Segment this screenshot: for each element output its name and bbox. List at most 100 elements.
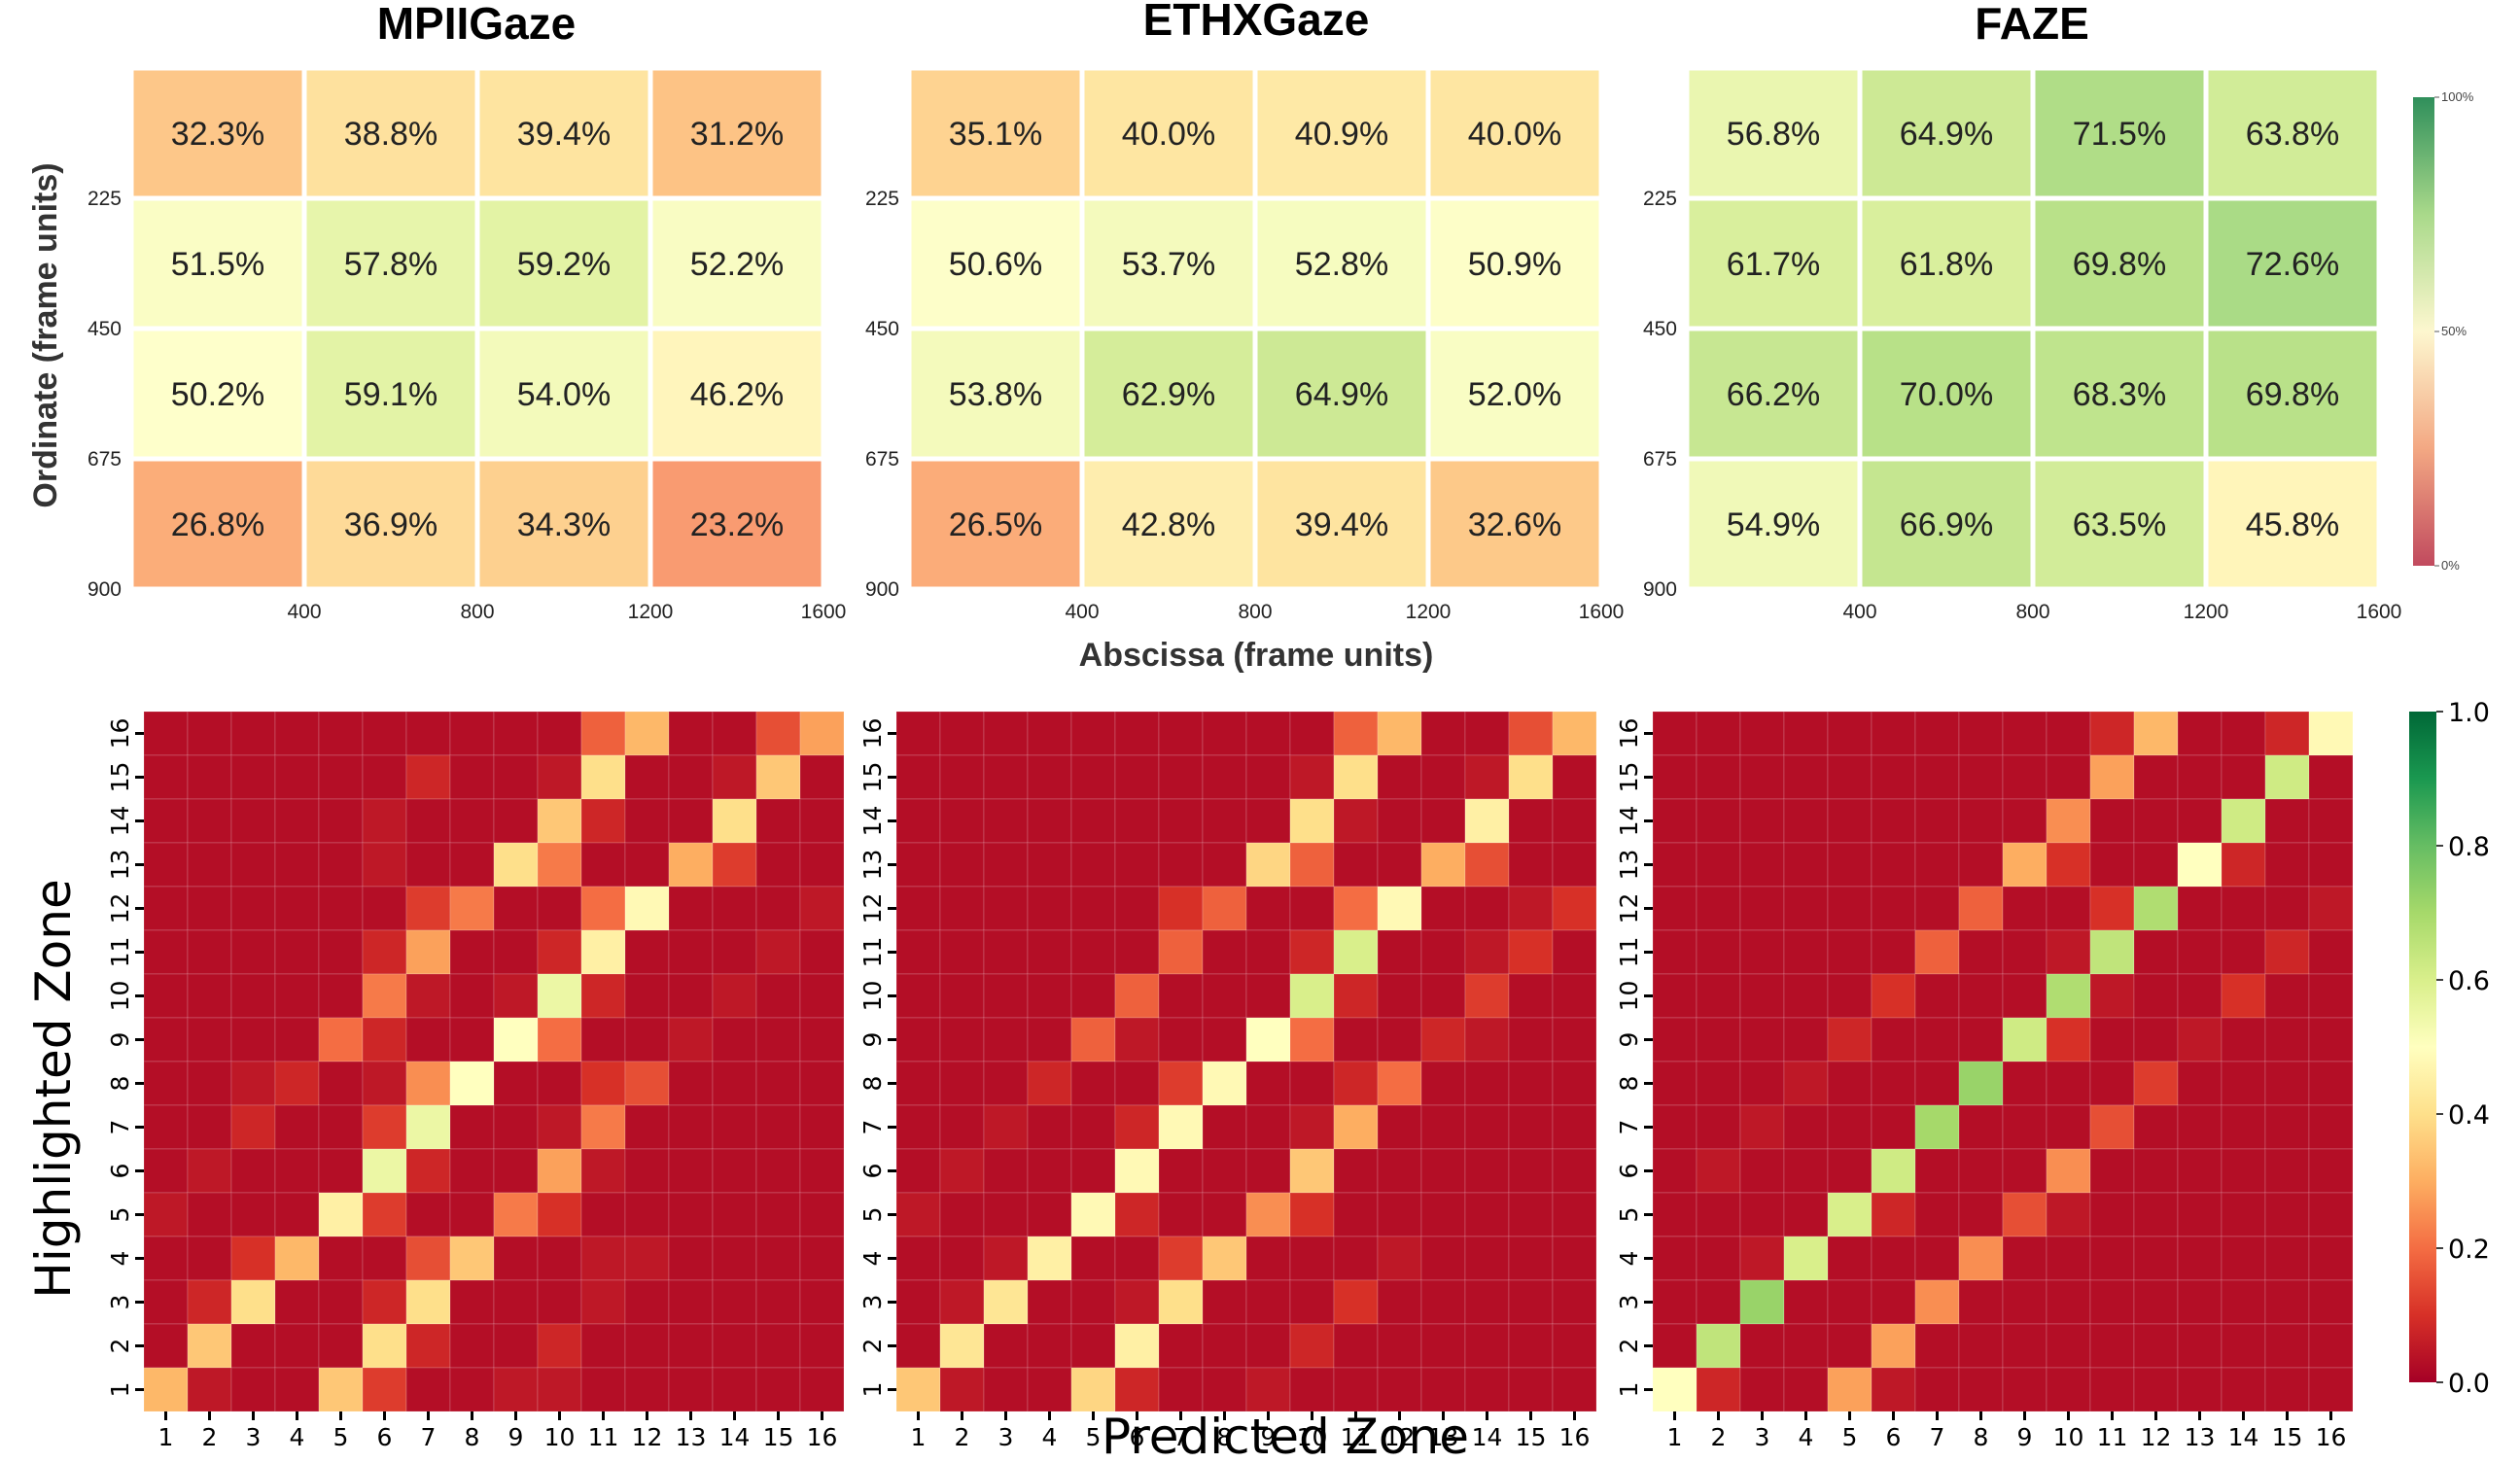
matrix-cell — [799, 1192, 845, 1237]
y-tick-label: 675 — [1643, 448, 1677, 470]
matrix-cell — [405, 973, 451, 1019]
matrix-cell — [2133, 929, 2179, 975]
matrix-cell — [1652, 1367, 1698, 1412]
matrix-cell — [1114, 1279, 1160, 1325]
matrix-cell — [1827, 1367, 1872, 1412]
matrix-cell — [1377, 1279, 1422, 1325]
matrix-cell — [1508, 711, 1554, 756]
matrix-cell — [1871, 1061, 1916, 1106]
matrix-cell — [624, 1104, 670, 1150]
matrix-cell — [1652, 711, 1698, 756]
matrix-cell — [318, 1323, 364, 1369]
matrix-cell — [1333, 711, 1379, 756]
matrix-cell — [755, 929, 801, 975]
heatmap-cell — [2203, 456, 2382, 592]
matrix-cell — [983, 1104, 1029, 1150]
colorbar-top-label-max: 100% — [2441, 89, 2474, 104]
matrix-cell — [493, 842, 539, 888]
matrix-cell — [668, 754, 714, 800]
matrix-cell — [755, 1279, 801, 1325]
matrix-cell — [1652, 1104, 1698, 1150]
matrix-cell — [1958, 929, 2004, 975]
y-tick-label: 5 — [106, 1207, 134, 1223]
matrix-cell — [1027, 929, 1072, 975]
matrix-cell — [318, 1236, 364, 1281]
confusion-matrix-mpiigaze: 1 2 3 4 5 6 7 8 9 10 11 12 13 14 15 1612345678910111213… — [106, 711, 845, 1451]
colorbar-tick-label: 0.6 — [2448, 966, 2490, 996]
matrix-cell — [2133, 886, 2179, 931]
matrix-cell — [1070, 1192, 1116, 1237]
matrix-cell — [668, 886, 714, 931]
matrix-cell — [2264, 973, 2310, 1019]
matrix-cell — [895, 1367, 941, 1412]
cell-label: 70.0% — [1900, 376, 1993, 413]
matrix-cell — [493, 1323, 539, 1369]
x-tick-label: 1200 — [2184, 601, 2229, 623]
matrix-cell — [318, 754, 364, 800]
matrix-cell — [449, 798, 495, 844]
x-tick-label: 7 — [421, 1423, 437, 1451]
matrix-cell — [1377, 1104, 1422, 1150]
y-tick-label: 8 — [106, 1076, 134, 1092]
matrix-cell — [2177, 1017, 2222, 1062]
cell-label: 39.4% — [517, 116, 611, 153]
matrix-cell — [1420, 1061, 1466, 1106]
x-tick-label: 5 — [333, 1423, 349, 1451]
y-tick-label: 14 — [1615, 806, 1643, 837]
matrix-cell — [230, 1148, 276, 1194]
matrix-cell — [187, 1367, 232, 1412]
x-axis-label-top: Abscissa (frame units) — [1079, 637, 1434, 674]
matrix-cell — [895, 1017, 941, 1062]
matrix-cell — [537, 1279, 582, 1325]
matrix-cell — [2133, 1148, 2179, 1194]
matrix-cell — [318, 1192, 364, 1237]
x-tick-label: 1200 — [628, 601, 674, 623]
matrix-cell — [1464, 973, 1510, 1019]
x-tick-label: 9 — [508, 1423, 524, 1451]
matrix-cell — [1871, 1104, 1916, 1150]
matrix-cell — [2308, 711, 2354, 756]
matrix-cell — [537, 1367, 582, 1412]
matrix-cell — [1914, 886, 1960, 931]
matrix-cell — [2308, 1061, 2354, 1106]
matrix-cell — [1652, 754, 1698, 800]
matrix-cell — [624, 842, 670, 888]
matrix-cell — [405, 711, 451, 756]
y-tick-label: 1 — [1615, 1382, 1643, 1398]
cell-label: 59.1% — [344, 376, 438, 413]
matrix-cell — [2046, 711, 2091, 756]
matrix-cell — [1377, 1061, 1422, 1106]
matrix-cell — [405, 1367, 451, 1412]
matrix-cell — [2221, 1236, 2266, 1281]
matrix-cell — [143, 1061, 189, 1106]
matrix-cell — [1827, 1148, 1872, 1194]
matrix-cell — [1377, 711, 1422, 756]
matrix-cell — [1333, 1323, 1379, 1369]
matrix-cell — [580, 711, 626, 756]
matrix-cell — [362, 886, 407, 931]
matrix-cell — [1114, 1367, 1160, 1412]
matrix-cell — [983, 1236, 1029, 1281]
heatmap-cell — [648, 326, 826, 462]
x-tick-label: 6 — [377, 1423, 393, 1451]
matrix-cell — [1827, 973, 1872, 1019]
matrix-cell — [2264, 1236, 2310, 1281]
matrix-cell — [1158, 1367, 1204, 1412]
matrix-cell — [1464, 711, 1510, 756]
matrix-cell — [1739, 1367, 1785, 1412]
y-tick-label: 450 — [1643, 318, 1677, 340]
matrix-cell — [1827, 1279, 1872, 1325]
matrix-cell — [1114, 1192, 1160, 1237]
matrix-cell — [1464, 842, 1510, 888]
matrix-cell — [537, 798, 582, 844]
matrix-cell — [362, 1279, 407, 1325]
matrix-cell — [1696, 1367, 1741, 1412]
matrix-cell — [1914, 1279, 1960, 1325]
matrix-cell — [274, 754, 320, 800]
matrix-cell — [274, 1104, 320, 1150]
matrix-cell — [983, 842, 1029, 888]
matrix-cell — [2264, 1323, 2310, 1369]
matrix-cell — [2133, 754, 2179, 800]
matrix-cell — [2221, 1104, 2266, 1150]
matrix-cell — [624, 1279, 670, 1325]
